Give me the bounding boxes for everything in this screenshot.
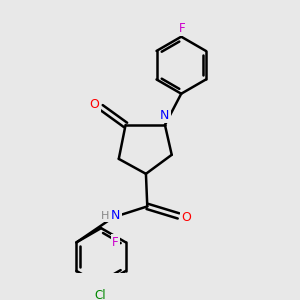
Text: N: N [111,209,120,222]
Text: Cl: Cl [94,289,106,300]
Text: F: F [179,22,186,34]
Text: F: F [112,236,119,249]
Text: O: O [181,211,191,224]
Text: H: H [100,211,109,221]
Text: O: O [89,98,99,111]
Text: N: N [160,109,170,122]
